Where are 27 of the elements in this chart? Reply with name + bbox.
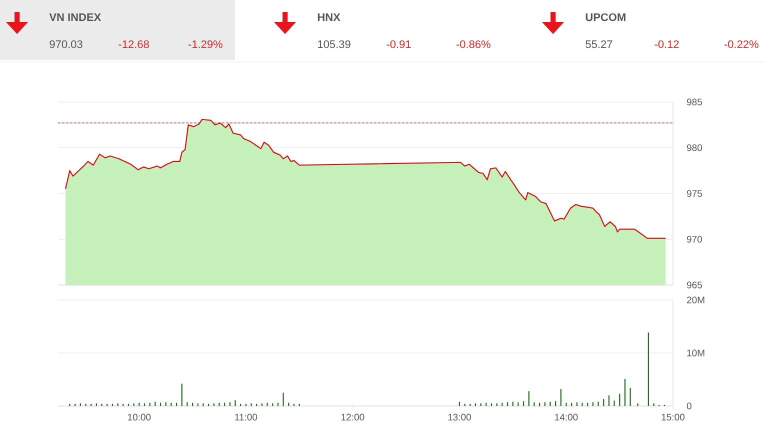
- x-tick-label: 14:00: [555, 414, 578, 421]
- text: 970.03: [50, 40, 82, 48]
- text: -0.86%: [456, 40, 490, 48]
- text: UPCOM: [586, 13, 626, 22]
- y-tick-label: 975: [686, 190, 702, 197]
- x-tick-label: 12:00: [342, 414, 364, 421]
- text: -0.22%: [724, 40, 758, 48]
- line-series: [64, 118, 666, 239]
- text: -0.12: [654, 40, 679, 48]
- y-tick-label: 0: [686, 402, 692, 410]
- y-tick-label: 20M: [687, 296, 704, 304]
- x-tick-label: 13:00: [448, 414, 471, 421]
- text: -0.91: [386, 40, 411, 48]
- x-tick-label: 10:00: [128, 414, 151, 421]
- y-tick-label: 970: [686, 236, 702, 243]
- text: 105.39: [318, 40, 350, 48]
- y-tick-label: 10M: [687, 350, 704, 356]
- text: -12.68: [118, 40, 149, 48]
- y-tick-label: 980: [686, 144, 702, 152]
- text: VN INDEX: [49, 13, 102, 21]
- text: 55.27: [586, 40, 612, 48]
- text: HNX: [318, 13, 340, 21]
- y-tick-label: 985: [686, 98, 702, 106]
- x-tick-label: 11:00: [235, 414, 258, 421]
- x-tick-label: 15:00: [662, 414, 685, 421]
- text: -1.29%: [188, 40, 222, 48]
- y-tick-label: 965: [686, 282, 702, 288]
